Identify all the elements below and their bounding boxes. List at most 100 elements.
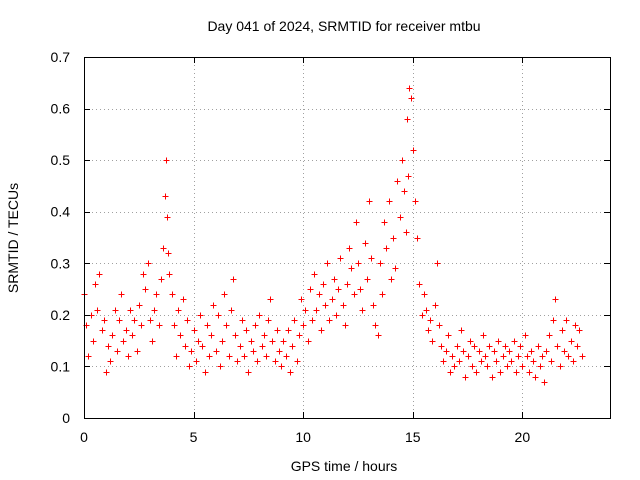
data-point [237, 343, 244, 350]
data-point [313, 307, 320, 314]
data-point [182, 343, 189, 350]
data-point [500, 353, 507, 360]
data-point [506, 348, 513, 355]
data-point [263, 353, 270, 360]
data-point [469, 363, 476, 370]
data-point [524, 353, 531, 360]
data-point [502, 343, 509, 350]
data-point [193, 358, 200, 365]
data-point [199, 343, 206, 350]
data-point [359, 307, 366, 314]
data-point [180, 296, 187, 303]
data-point [576, 327, 583, 334]
data-point [451, 363, 458, 370]
data-point [372, 322, 379, 329]
data-point [267, 296, 274, 303]
data-point [381, 219, 388, 226]
data-point [543, 348, 550, 355]
y-tick-label: 0.7 [51, 49, 71, 65]
data-point [406, 85, 413, 92]
y-tick-label: 0.1 [51, 358, 71, 374]
data-point [147, 317, 154, 324]
data-point [114, 348, 121, 355]
data-point [210, 302, 217, 309]
data-point [269, 338, 276, 345]
data-point [517, 343, 524, 350]
data-point [125, 353, 132, 360]
data-point [234, 358, 241, 365]
gridlines [84, 57, 610, 418]
data-point [272, 358, 279, 365]
data-point [546, 332, 553, 339]
data-point [559, 327, 566, 334]
data-point [414, 235, 421, 242]
data-point [515, 353, 522, 360]
data-point [541, 379, 548, 386]
data-point [445, 332, 452, 339]
data-point [285, 327, 292, 334]
data-point [403, 229, 410, 236]
data-point [388, 276, 395, 283]
data-point [99, 327, 106, 334]
data-point [294, 358, 301, 365]
data-point [175, 307, 182, 314]
data-point [208, 332, 215, 339]
data-point [508, 358, 515, 365]
data-point [511, 338, 518, 345]
data-point [554, 343, 561, 350]
data-point [550, 317, 557, 324]
data-point [456, 358, 463, 365]
data-point [320, 281, 327, 288]
data-point [423, 307, 430, 314]
data-point [432, 302, 439, 309]
data-point [169, 291, 176, 298]
data-point [138, 322, 145, 329]
data-point [427, 317, 434, 324]
data-point [460, 348, 467, 355]
data-point [129, 332, 136, 339]
data-point [291, 317, 298, 324]
data-point [548, 358, 555, 365]
data-point [250, 348, 257, 355]
data-point [454, 343, 461, 350]
data-point [535, 343, 542, 350]
data-point [355, 260, 362, 267]
data-point [351, 291, 358, 298]
data-point [241, 353, 248, 360]
data-point [473, 369, 480, 376]
data-point [416, 281, 423, 288]
data-point [171, 322, 178, 329]
data-point [300, 322, 307, 329]
data-point [467, 338, 474, 345]
data-point [340, 302, 347, 309]
data-point [397, 214, 404, 221]
data-point [337, 255, 344, 262]
data-point [476, 348, 483, 355]
data-point [298, 296, 305, 303]
data-point [123, 327, 130, 334]
data-point [107, 358, 114, 365]
data-point [184, 317, 191, 324]
data-point [162, 193, 169, 200]
data-point [164, 214, 171, 221]
data-point [217, 363, 224, 370]
data-point [206, 353, 213, 360]
data-point [429, 338, 436, 345]
data-point [287, 369, 294, 376]
x-axis-label: GPS time / hours [291, 458, 398, 474]
data-point [462, 374, 469, 381]
data-point [447, 369, 454, 376]
data-point [195, 338, 202, 345]
data-point [311, 271, 318, 278]
data-point [375, 332, 382, 339]
data-point [379, 291, 386, 298]
y-tick-label: 0.5 [51, 152, 71, 168]
data-point [368, 255, 375, 262]
data-point [344, 281, 351, 288]
y-axis-tick-labels: 0 0.1 0.2 0.3 0.4 0.5 0.6 0.7 [51, 49, 71, 426]
data-point [280, 338, 287, 345]
data-point [346, 245, 353, 252]
data-point [410, 147, 417, 154]
